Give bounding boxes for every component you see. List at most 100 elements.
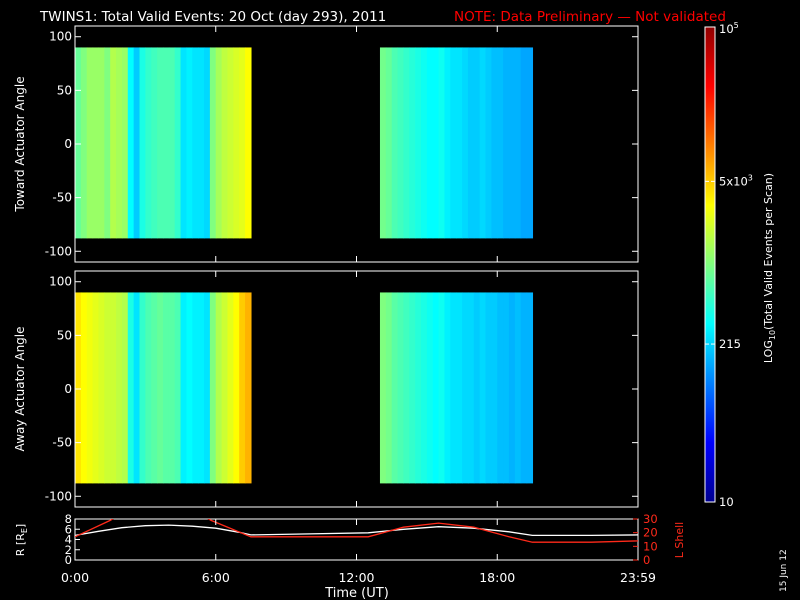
heatmap-cell <box>438 292 446 484</box>
heatmap-cell <box>186 47 193 239</box>
x-tick-label: 12:00 <box>338 570 374 585</box>
heatmap-cell <box>221 47 229 239</box>
heatmap-cell <box>239 47 246 239</box>
heatmap-cell <box>485 47 492 239</box>
y-tick-label: 50 <box>57 328 72 342</box>
heatmap-cell <box>497 47 504 239</box>
heatmap-cell <box>145 292 152 484</box>
heatmap-cell <box>421 292 428 484</box>
heatmap-cell <box>473 47 481 239</box>
heatmap-cell <box>215 47 223 239</box>
heatmap-cell <box>491 47 498 239</box>
heatmap-cell <box>168 292 176 484</box>
x-axis-label: Time (UT) <box>324 586 389 600</box>
preliminary-note: NOTE: Data Preliminary — Not validated <box>454 9 726 25</box>
heatmap-cell <box>180 292 188 484</box>
colorbar-tick-label: 215 <box>719 337 741 351</box>
colorbar-tick-label: 10 <box>719 495 734 509</box>
heatmap-cell <box>233 47 240 239</box>
heatmap-cell <box>192 47 199 239</box>
y-tick-label: 100 <box>49 30 72 44</box>
heatmap-cell <box>116 292 123 484</box>
heatmap-cell <box>526 47 534 239</box>
heatmap-cell <box>75 292 82 484</box>
y-tick-label: -50 <box>52 191 72 205</box>
y-tick-label: -100 <box>45 244 72 258</box>
away-heatmap <box>75 292 534 484</box>
heatmap-cell <box>462 47 469 239</box>
y-tick-label: 0 <box>64 382 72 396</box>
heatmap-cell <box>409 47 416 239</box>
colorbar-ticks: 10 215 5x103 105 <box>705 21 753 509</box>
heatmap-cell <box>456 292 463 484</box>
heatmap-cell <box>415 292 422 484</box>
heatmap-cell <box>80 292 88 484</box>
heatmap-cell <box>421 47 428 239</box>
heatmap-cell <box>233 292 240 484</box>
heatmap-cell <box>245 292 252 484</box>
heatmap-cell <box>204 292 211 484</box>
heatmap-cell <box>121 292 129 484</box>
heatmap-cell <box>209 47 217 239</box>
heatmap-cell <box>209 292 217 484</box>
heatmap-cell <box>239 292 246 484</box>
heatmap-cell <box>403 47 410 239</box>
heatmap-cell <box>508 47 516 239</box>
r-tick-label: 0 <box>65 553 72 567</box>
heatmap-cell <box>75 47 82 239</box>
x-tick-label: 6:00 <box>202 570 230 585</box>
heatmap-cell <box>467 47 475 239</box>
heatmap-cell <box>168 47 176 239</box>
heatmap-cell <box>221 292 229 484</box>
chart-title: TWINS1: Total Valid Events: 20 Oct (day … <box>39 9 386 25</box>
heatmap-cell <box>245 47 252 239</box>
heatmap-cell <box>98 292 105 484</box>
r-tick-label: 6 <box>65 522 72 536</box>
heatmap-cell <box>391 292 399 484</box>
heatmap-cell <box>403 292 410 484</box>
time-axis: 0:00 6:00 12:00 18:00 23:59 <box>61 26 656 585</box>
heatmap-cell <box>479 47 487 239</box>
lshell-tick-label: 30 <box>643 512 658 526</box>
heatmap-cell <box>397 292 405 484</box>
heatmap-cell <box>409 292 416 484</box>
heatmap-cell <box>485 292 492 484</box>
toward-y-axis-label: Toward Actuator Angle <box>13 76 27 212</box>
heatmap-cell <box>86 47 94 239</box>
heatmap-cell <box>456 47 463 239</box>
heatmap-cell <box>497 292 504 484</box>
heatmap-cell <box>157 47 164 239</box>
heatmap-cell <box>162 47 170 239</box>
heatmap-cell <box>151 47 158 239</box>
heatmap-cell <box>204 47 211 239</box>
colorbar-frame <box>704 26 716 503</box>
heatmap-cell <box>198 292 205 484</box>
r-axis-label: R [RE] <box>14 524 29 556</box>
y-tick-label: 100 <box>49 275 72 289</box>
heatmap-cell <box>127 47 135 239</box>
r-tick-label: 8 <box>65 512 72 526</box>
heatmap-cell <box>110 47 117 239</box>
lshell-line <box>75 519 638 543</box>
heatmap-cell <box>432 47 440 239</box>
heatmap-cell <box>473 292 481 484</box>
heatmap-cell <box>450 292 457 484</box>
heatmap-cell <box>92 292 100 484</box>
y-tick-label: 50 <box>57 83 72 97</box>
heatmap-cell <box>180 47 188 239</box>
heatmap-cell <box>174 47 182 239</box>
heatmap-cell <box>444 47 451 239</box>
heatmap-cell <box>227 47 234 239</box>
x-tick-label: 23:59 <box>620 570 656 585</box>
r-tick-label: 2 <box>65 543 72 557</box>
heatmap-cell <box>397 47 405 239</box>
heatmap-cell <box>116 47 123 239</box>
heatmap-cell <box>520 292 528 484</box>
heatmap-cell <box>133 47 141 239</box>
heatmap-cell <box>162 292 170 484</box>
heatmap-cell <box>139 47 146 239</box>
